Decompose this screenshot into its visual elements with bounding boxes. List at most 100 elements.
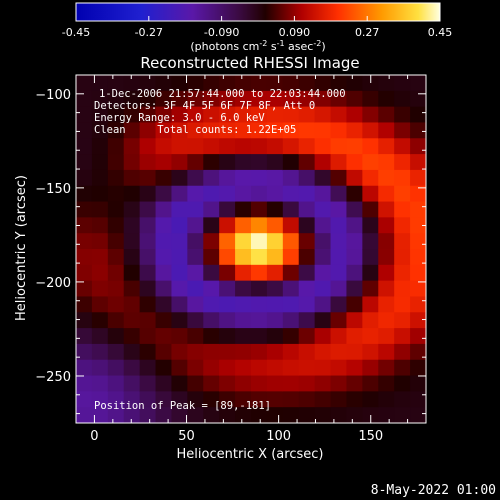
heatmap-cell: [314, 407, 332, 423]
heatmap-cell: [76, 201, 93, 218]
heatmap-cell: [235, 90, 252, 108]
heatmap-cell: [91, 391, 109, 408]
heatmap-cell: [410, 312, 426, 329]
heatmap-cell: [76, 359, 93, 377]
heatmap-cell: [251, 122, 268, 139]
heatmap-cell: [282, 217, 300, 234]
heatmap-cell: [251, 75, 268, 92]
heatmap-cell: [107, 154, 125, 171]
heatmap-image: [76, 75, 426, 423]
heatmap-cell: [251, 169, 268, 187]
heatmap-cell: [314, 280, 332, 298]
heatmap-cell: [362, 122, 379, 139]
heatmap-cell: [346, 233, 363, 250]
heatmap-cell: [251, 249, 268, 266]
heatmap-cell: [107, 328, 125, 345]
heatmap-cell: [155, 201, 173, 218]
heatmap-cell: [346, 343, 363, 361]
heatmap-cell: [251, 312, 268, 329]
heatmap-cell: [235, 312, 252, 329]
heatmap-cell: [219, 217, 236, 234]
heatmap-cell: [91, 106, 109, 124]
heatmap-cell: [282, 391, 300, 408]
annotation-time: 1-Dec-2006 21:57:44.000 to 22:03:44.000: [99, 88, 346, 100]
heatmap-cell: [187, 264, 204, 282]
heatmap-cell: [266, 328, 284, 345]
heatmap-cell: [251, 375, 268, 392]
heatmap-cell: [282, 264, 300, 282]
heatmap-cell: [123, 328, 141, 345]
heatmap-cell: [187, 280, 204, 298]
heatmap-cell: [76, 217, 93, 234]
heatmap-cell: [155, 106, 173, 124]
heatmap-cell: [410, 138, 426, 155]
heatmap-cell: [394, 201, 411, 218]
heatmap-cell: [91, 90, 109, 108]
heatmap-cell: [251, 201, 268, 218]
heatmap-cell: [394, 264, 411, 282]
heatmap-cell: [155, 249, 173, 266]
heatmap-cell: [139, 280, 157, 298]
heatmap-cell: [330, 391, 348, 408]
heatmap-cell: [187, 75, 204, 92]
heatmap-cell: [107, 407, 125, 423]
x-tick-label: 150: [358, 429, 383, 444]
heatmap-cell: [394, 375, 411, 392]
heatmap-cell: [155, 328, 173, 345]
heatmap-cell: [378, 407, 395, 423]
heatmap-cell: [91, 201, 109, 218]
x-axis-label: Heliocentric X (arcsec): [177, 447, 324, 462]
heatmap-cell: [394, 185, 411, 203]
heatmap-cell: [76, 138, 93, 155]
heatmap-cell: [251, 185, 268, 203]
heatmap-cell: [394, 154, 411, 171]
heatmap-cell: [123, 296, 141, 313]
heatmap-cell: [266, 343, 284, 361]
heatmap-cell: [187, 217, 204, 234]
heatmap-cell: [219, 264, 236, 282]
heatmap-cell: [346, 106, 363, 124]
heatmap-cell: [266, 249, 284, 266]
heatmap-cell: [171, 312, 188, 329]
heatmap-cell: [378, 328, 395, 345]
heatmap-cell: [235, 296, 252, 313]
heatmap-cell: [171, 233, 188, 250]
heatmap-cell: [203, 296, 220, 313]
heatmap-cell: [251, 343, 268, 361]
heatmap-cell: [76, 122, 93, 139]
heatmap-cell: [394, 312, 411, 329]
heatmap-cell: [139, 328, 157, 345]
heatmap-cell: [410, 154, 426, 171]
heatmap-cell: [187, 343, 204, 361]
heatmap-cell: [91, 296, 109, 313]
heatmap-cell: [123, 201, 141, 218]
heatmap-cell: [139, 217, 157, 234]
heatmap-cell: [394, 138, 411, 155]
heatmap-cell: [235, 217, 252, 234]
heatmap-cell: [282, 75, 300, 92]
heatmap-cell: [123, 249, 141, 266]
heatmap-cell: [378, 359, 395, 377]
heatmap-cell: [219, 75, 236, 92]
colorbar-tick-label: -0.090: [204, 26, 239, 39]
peak-position-label: Position of Peak = [89,-181]: [94, 400, 271, 412]
colorbar-tick-label: 0.27: [355, 26, 380, 39]
heatmap-cell: [314, 185, 332, 203]
heatmap-cell: [251, 138, 268, 155]
heatmap-cell: [139, 296, 157, 313]
heatmap-cell: [410, 375, 426, 392]
heatmap-cell: [378, 169, 395, 187]
heatmap-cell: [203, 169, 220, 187]
heatmap-cell: [155, 75, 173, 92]
heatmap-cell: [155, 90, 173, 108]
heatmap-cell: [282, 122, 300, 139]
heatmap-cell: [314, 359, 332, 377]
y-tick-label: −100: [35, 88, 71, 103]
heatmap-cell: [314, 343, 332, 361]
heatmap-cell: [187, 233, 204, 250]
heatmap-cell: [123, 154, 141, 171]
heatmap-cell: [139, 154, 157, 171]
heatmap-cell: [362, 75, 379, 92]
heatmap-cell: [362, 185, 379, 203]
heatmap-cell: [394, 407, 411, 423]
